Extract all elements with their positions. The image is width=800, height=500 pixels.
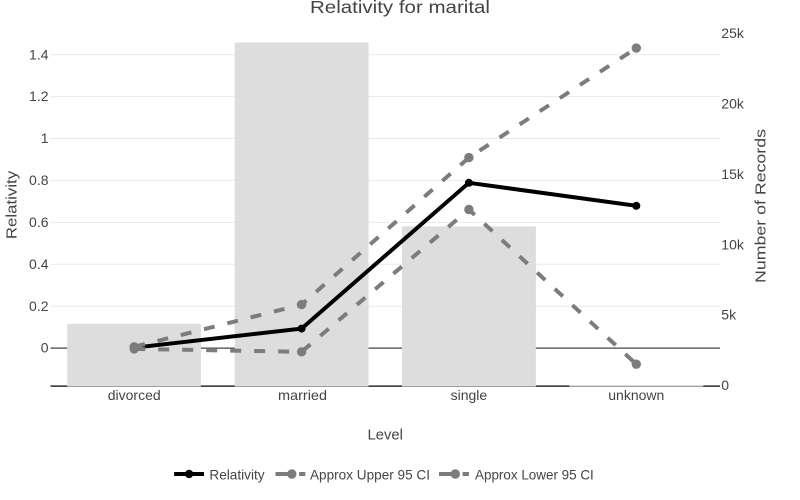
svg-text:Approx Upper 95 CI: Approx Upper 95 CI — [310, 467, 430, 483]
svg-text:1.4: 1.4 — [29, 46, 49, 62]
svg-text:married: married — [278, 387, 327, 403]
svg-text:Number of Records: Number of Records — [752, 129, 769, 283]
svg-text:20k: 20k — [721, 96, 745, 112]
svg-text:15k: 15k — [721, 166, 745, 182]
svg-text:1.2: 1.2 — [29, 88, 49, 104]
svg-text:1: 1 — [41, 130, 49, 146]
svg-text:10k: 10k — [721, 236, 745, 252]
svg-text:0.8: 0.8 — [29, 172, 49, 188]
svg-text:0: 0 — [41, 340, 49, 356]
svg-text:0.4: 0.4 — [29, 256, 49, 272]
svg-text:divorced: divorced — [108, 387, 161, 403]
svg-text:Level: Level — [367, 427, 403, 444]
svg-text:Relativity: Relativity — [209, 467, 264, 483]
svg-text:Approx Lower 95 CI: Approx Lower 95 CI — [475, 467, 594, 483]
svg-text:0.6: 0.6 — [29, 214, 49, 230]
svg-text:0: 0 — [721, 377, 729, 393]
svg-text:unknown: unknown — [608, 387, 664, 403]
svg-text:single: single — [451, 387, 488, 403]
svg-text:0.2: 0.2 — [29, 298, 49, 314]
svg-text:Relativity: Relativity — [4, 170, 21, 239]
svg-text:Relativity for marital: Relativity for marital — [310, 0, 490, 17]
svg-text:25k: 25k — [721, 25, 745, 41]
svg-text:5k: 5k — [721, 307, 737, 323]
